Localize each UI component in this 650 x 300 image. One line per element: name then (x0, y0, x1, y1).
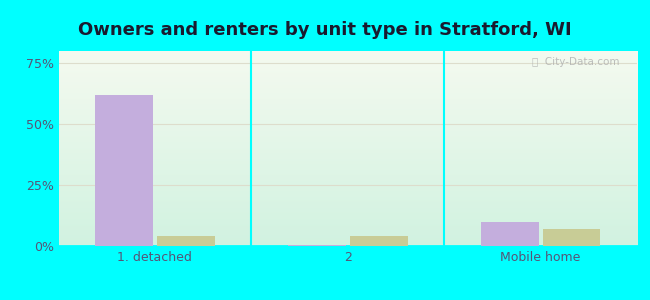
Text: ⓘ  City-Data.com: ⓘ City-Data.com (532, 57, 619, 67)
Bar (481, 222, 539, 246)
Bar (543, 229, 601, 246)
Text: Owners and renters by unit type in Stratford, WI: Owners and renters by unit type in Strat… (78, 21, 572, 39)
Bar (157, 236, 215, 246)
Bar (95, 95, 153, 246)
Bar (350, 236, 408, 246)
Bar (288, 245, 346, 246)
